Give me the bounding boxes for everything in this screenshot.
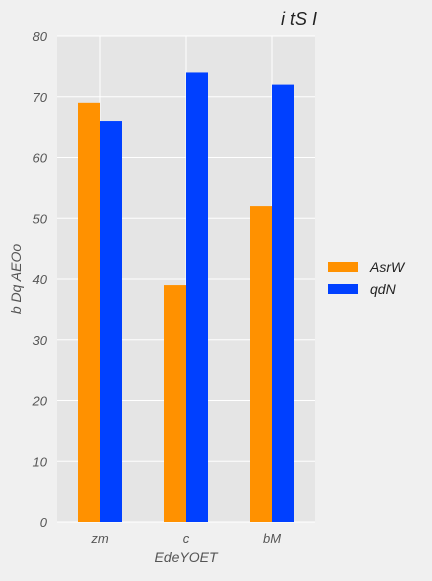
bar-qdn-bm bbox=[272, 84, 294, 522]
bar-asrw-zm bbox=[78, 102, 100, 522]
y-axis-label: b Dq AEOo bbox=[8, 244, 24, 315]
y-tick-label: 80 bbox=[33, 29, 48, 44]
bar-asrw-bm bbox=[250, 206, 272, 522]
y-tick-label: 40 bbox=[33, 272, 48, 287]
x-tick-label: zm bbox=[90, 531, 109, 546]
tick-labels: 0 10 20 30 40 50 60 70 80 zm c bM bbox=[32, 29, 282, 546]
bar-qdn-c bbox=[186, 72, 208, 522]
y-tick-label: 20 bbox=[32, 394, 48, 409]
bar-asrw-c bbox=[164, 285, 186, 522]
y-tick-label: 70 bbox=[33, 90, 48, 105]
legend-swatch-qdn bbox=[328, 284, 358, 294]
y-tick-label: 50 bbox=[33, 211, 48, 226]
legend-label-asrw: AsrW bbox=[369, 259, 406, 275]
x-tick-label: bM bbox=[263, 531, 281, 546]
y-tick-label: 60 bbox=[33, 151, 48, 166]
bars bbox=[78, 72, 294, 523]
x-tick-label: c bbox=[183, 531, 190, 546]
bar-qdn-zm bbox=[100, 121, 122, 523]
legend: AsrW qdN bbox=[328, 259, 406, 297]
y-tick-label: 30 bbox=[33, 333, 48, 348]
y-tick-label: 10 bbox=[33, 454, 48, 469]
y-tick-label: 0 bbox=[40, 515, 48, 530]
x-axis-label: EdeYOET bbox=[154, 549, 218, 565]
legend-swatch-asrw bbox=[328, 262, 358, 272]
legend-label-qdn: qdN bbox=[370, 281, 397, 297]
chart-title: i tS I bbox=[281, 9, 317, 29]
